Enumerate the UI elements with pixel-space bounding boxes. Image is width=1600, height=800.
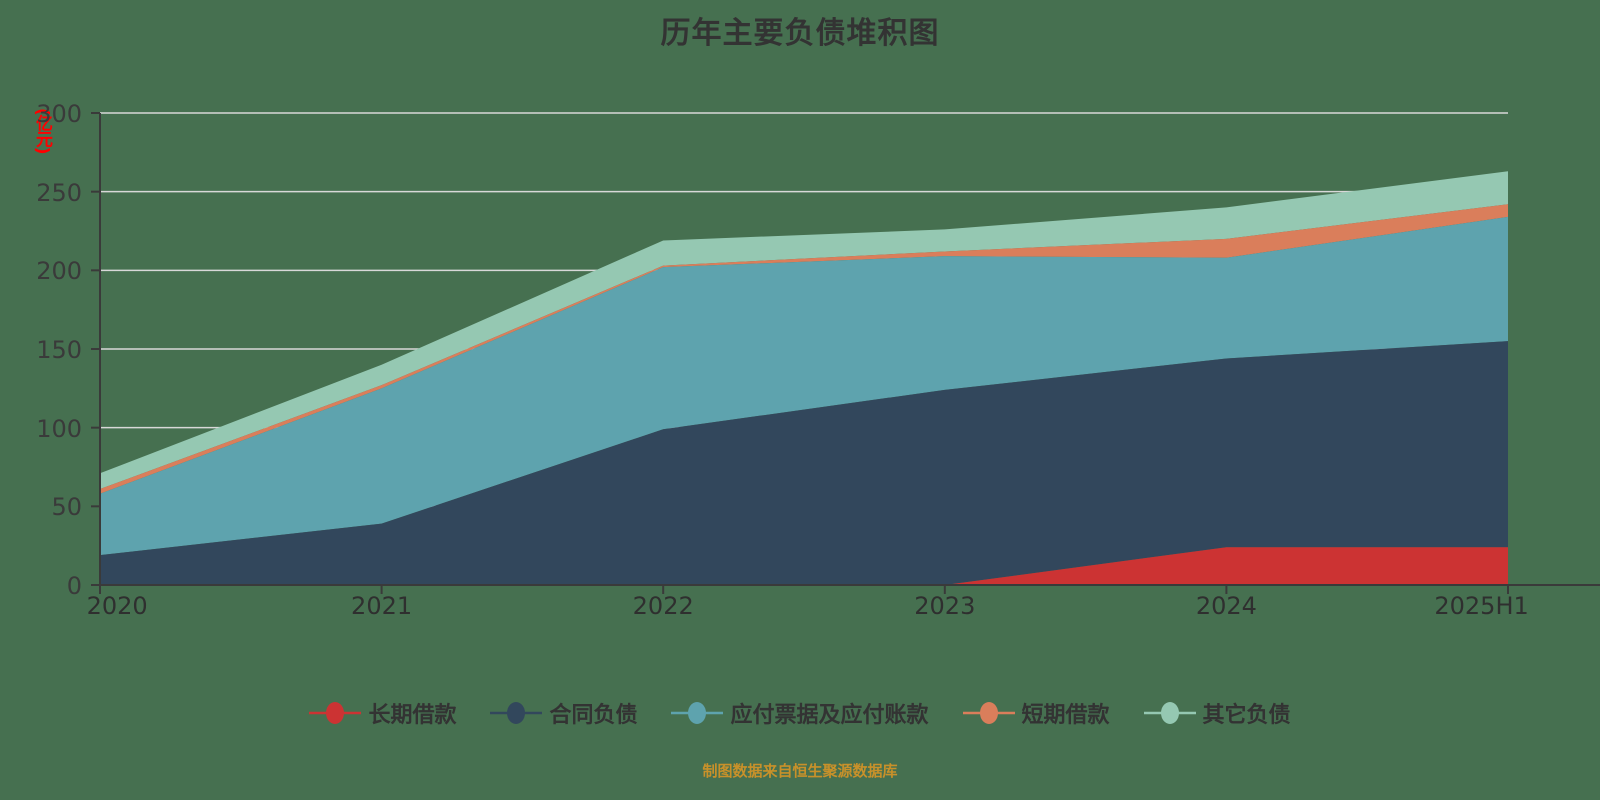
area-series-0 bbox=[100, 547, 1508, 585]
y-tick-label-150: 150 bbox=[36, 336, 82, 364]
legend-item-0[interactable]: 长期借款 bbox=[309, 697, 456, 729]
area-series-1 bbox=[100, 341, 1508, 585]
legend-label: 短期借款 bbox=[1021, 703, 1110, 728]
legend-item-1[interactable]: 合同负债 bbox=[490, 697, 637, 729]
y-tick-label-50: 50 bbox=[51, 493, 82, 522]
legend-label: 其它负债 bbox=[1202, 703, 1291, 728]
legend-label: 长期借款 bbox=[368, 703, 457, 728]
stacked-areas bbox=[100, 171, 1508, 585]
legend-marker-icon bbox=[490, 702, 543, 724]
area-series-4 bbox=[100, 171, 1508, 490]
x-tick-label-2022: 2022 bbox=[632, 592, 694, 620]
chart-title: 历年主要负债堆积图 bbox=[660, 16, 940, 51]
legend-item-4[interactable]: 其它负债 bbox=[1143, 697, 1291, 729]
y-tick-label-0: 0 bbox=[66, 572, 82, 600]
legend-marker-icon bbox=[1143, 702, 1196, 724]
y-tick-label-200: 200 bbox=[36, 257, 82, 286]
y-axis-label: (亿元) bbox=[32, 108, 52, 154]
legend-marker-icon bbox=[309, 702, 362, 724]
axis-ticks bbox=[91, 112, 1509, 594]
x-tick-label-2021: 2021 bbox=[351, 592, 413, 620]
x-tick-label-2025H1: 2025H1 bbox=[1434, 592, 1529, 620]
legend-marker-icon bbox=[671, 702, 724, 724]
y-tick-label-300: 300 bbox=[36, 100, 82, 128]
x-tick-label-2024: 2024 bbox=[1195, 592, 1257, 620]
x-tick-label-2023: 2023 bbox=[914, 592, 976, 620]
area-series-2 bbox=[100, 216, 1508, 556]
legend-item-2[interactable]: 应付票据及应付账款 bbox=[671, 697, 929, 729]
area-series-3 bbox=[100, 204, 1508, 494]
y-tick-label-100: 100 bbox=[36, 414, 82, 443]
x-tick-label-2020: 2020 bbox=[86, 592, 148, 620]
legend-marker-icon bbox=[962, 702, 1015, 724]
legend-label: 合同负债 bbox=[549, 703, 638, 728]
legend-item-3[interactable]: 短期借款 bbox=[962, 697, 1110, 729]
chart-legend: 长期借款 合同负债 应付票据及应付账款 短期借款 其它负债 bbox=[0, 697, 1600, 729]
legend-label: 应付票据及应付账款 bbox=[730, 703, 929, 728]
watermark: 制图数据来自恒生聚源数据库 bbox=[702, 762, 898, 780]
y-tick-label-250: 250 bbox=[36, 178, 82, 207]
